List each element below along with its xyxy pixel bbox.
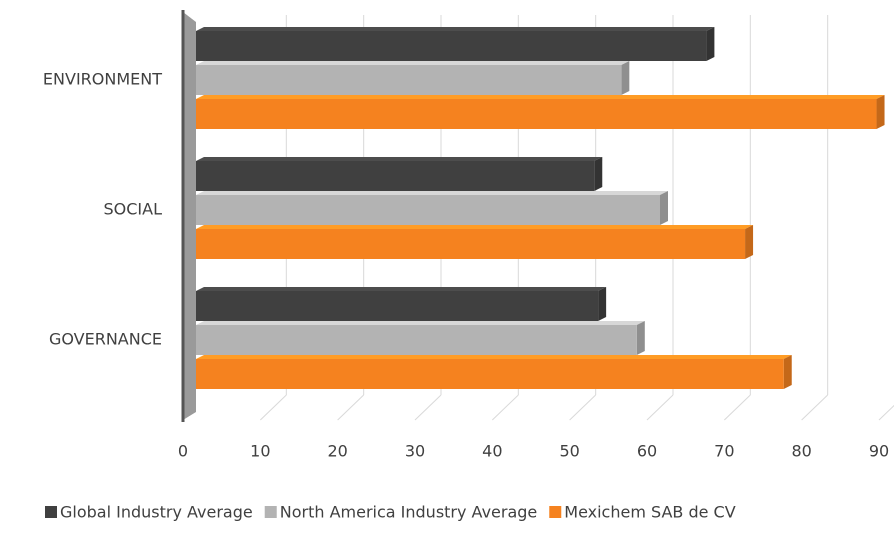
bar-end [745,225,754,259]
x-tick-label: 20 [327,442,347,461]
floor-line [801,394,829,421]
legend-label: North America Industry Average [280,503,538,522]
bar [196,65,622,95]
bar-end [660,191,668,225]
legend-label: Global Industry Average [60,503,253,522]
floor-line [337,394,365,421]
bar-end [706,27,715,61]
y-tick-label: GOVERNANCE [49,330,162,349]
x-tick-label: 90 [869,442,889,461]
bar-end [594,157,603,191]
floor-line [414,394,442,421]
x-tick-label: 70 [714,442,734,461]
floor-line [723,394,751,421]
bar-end [598,287,607,321]
x-tick-label: 0 [178,442,188,461]
bar [196,31,707,61]
x-tick-label: 40 [482,442,502,461]
legend-label: Mexichem SAB de CV [564,503,735,522]
bar-end [621,61,630,95]
bar-top [196,27,715,31]
bar-top [196,157,603,161]
bar [196,229,746,259]
bar-top [196,321,645,325]
x-tick-label: 80 [791,442,811,461]
bar [196,291,599,321]
bar-top [196,61,630,65]
x-tick-label: 10 [250,442,270,461]
x-tick-label: 30 [405,442,425,461]
side-wall [183,12,196,420]
bar [196,325,637,355]
floor-line [878,404,894,421]
x-tick-label: 50 [559,442,579,461]
bar-top [196,95,885,99]
bar-end [876,95,885,129]
bar [196,99,877,129]
bar [196,161,595,191]
y-tick-label: SOCIAL [104,200,163,219]
bar-top [196,191,668,195]
bar-top [196,287,607,291]
floor-line [259,394,287,421]
bar-end [636,321,645,355]
y-tick-label: ENVIRONMENT [43,70,162,89]
bar-top [196,225,754,229]
legend-swatch [549,506,562,518]
floor-line [491,394,519,421]
bar-end [783,355,792,389]
bar [196,359,784,389]
bar-top [196,355,792,359]
legend-swatch [264,506,277,518]
x-tick-label: 60 [637,442,657,461]
legend-swatch [45,506,57,518]
floor-line [569,394,597,421]
floor-line [646,394,674,421]
bar [196,195,660,225]
